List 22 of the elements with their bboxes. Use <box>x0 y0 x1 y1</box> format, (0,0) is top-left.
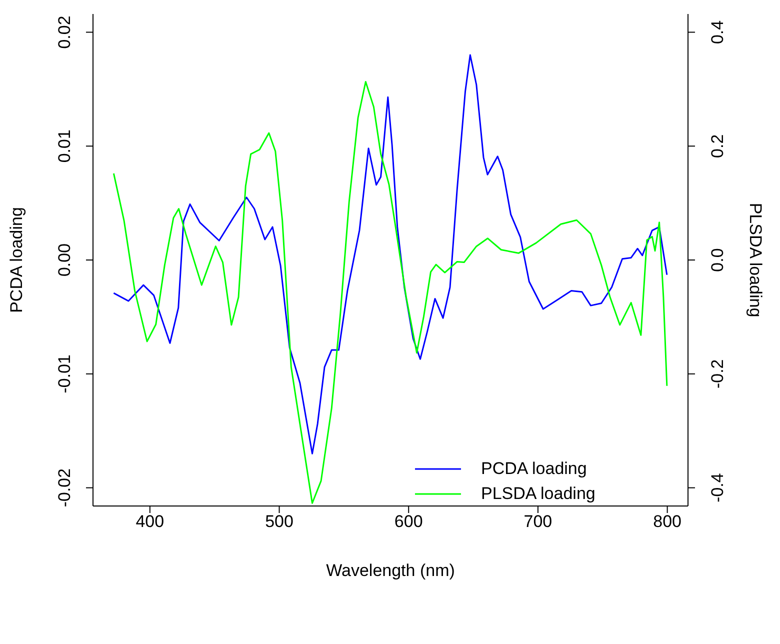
y-axis-title: PCDA loading <box>7 207 26 313</box>
x-tick-label: 400 <box>136 512 164 532</box>
x-tick-label: 800 <box>653 512 682 532</box>
y2-tick-label: -0.4 <box>708 473 727 502</box>
y2-tick-label: 0.0 <box>708 248 727 272</box>
y2-tick-label: 0.4 <box>708 20 727 44</box>
y-tick-label: 0.02 <box>55 16 74 49</box>
line-series <box>112 81 668 504</box>
y2-tick-label: -0.2 <box>708 359 727 389</box>
x-tick-label: 700 <box>524 512 552 532</box>
x-tick-label: 500 <box>265 512 294 532</box>
legend-label: PLSDA loading <box>481 484 596 504</box>
line-series <box>112 54 668 454</box>
legend-label: PCDA loading <box>481 458 587 478</box>
y-tick-label: -0.01 <box>55 354 74 394</box>
y-tick-label: -0.02 <box>55 468 74 508</box>
x-tick-label: 600 <box>394 512 423 532</box>
y-tick-label: 0.00 <box>55 243 74 277</box>
x-axis-title: Wavelength (nm) <box>326 561 455 580</box>
y2-axis-title: PLSDA loading <box>746 202 765 318</box>
y2-tick-label: 0.2 <box>708 134 727 158</box>
y-tick-label: 0.01 <box>55 130 74 163</box>
